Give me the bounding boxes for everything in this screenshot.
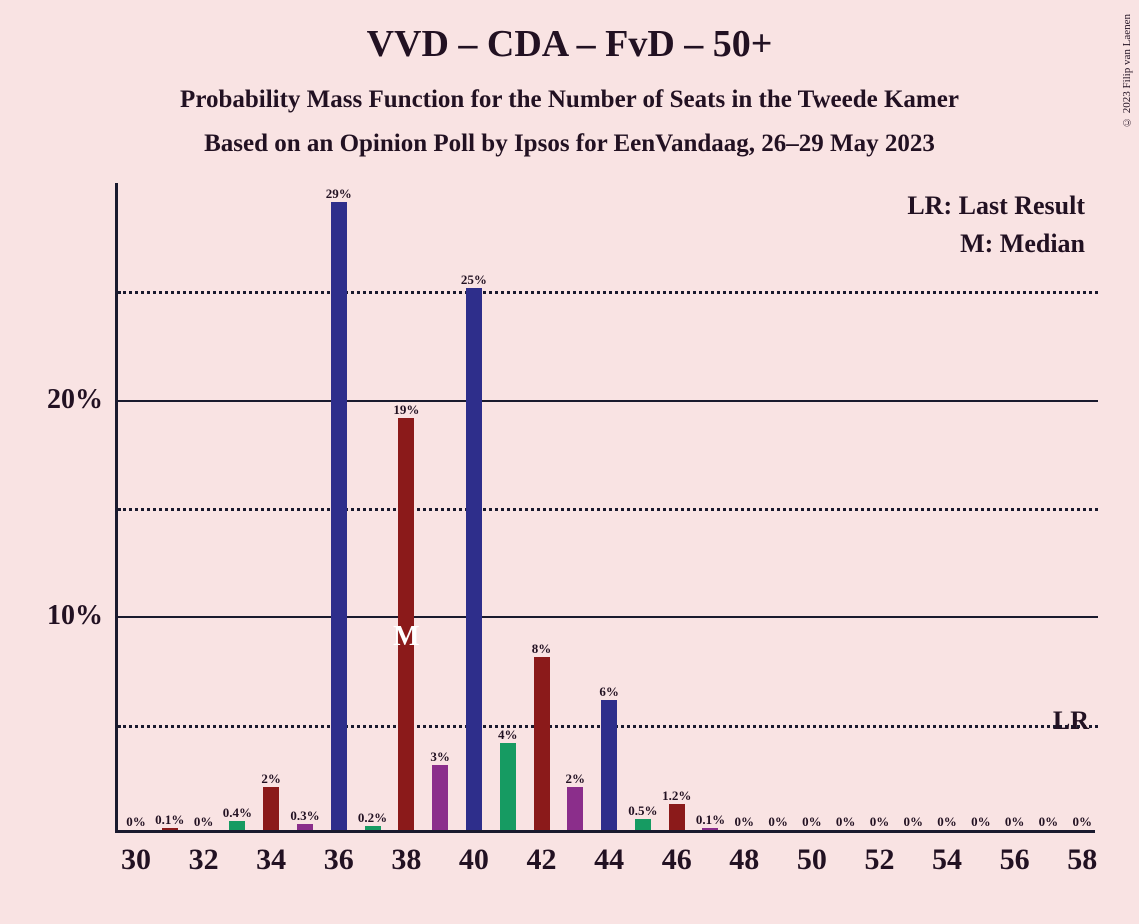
- bar: [297, 824, 313, 831]
- bar: [567, 787, 583, 830]
- bar-value-label: 4%: [498, 727, 518, 743]
- bar-value-label: 0%: [126, 814, 146, 830]
- gridline: [118, 616, 1098, 618]
- bar-value-label: 0%: [870, 814, 890, 830]
- bar-value-label: 0%: [836, 814, 856, 830]
- bar: [466, 288, 482, 830]
- bar: [702, 828, 718, 830]
- legend-m: M: Median: [960, 229, 1085, 259]
- bar: [162, 828, 178, 830]
- gridline: [118, 508, 1098, 511]
- bar: [601, 700, 617, 830]
- bar: [432, 765, 448, 830]
- chart-plot-area: 10%20%3032343638404244464850525456580%0.…: [115, 183, 1095, 833]
- median-marker: M: [393, 621, 419, 653]
- bar: [365, 826, 381, 830]
- bar-value-label: 2%: [566, 771, 586, 787]
- x-axis-label: 32: [189, 843, 219, 877]
- x-axis-label: 40: [459, 843, 489, 877]
- bar-value-label: 29%: [326, 186, 352, 202]
- x-axis-label: 56: [1000, 843, 1030, 877]
- gridline: [118, 291, 1098, 294]
- x-axis-label: 50: [797, 843, 827, 877]
- bar: [229, 821, 245, 830]
- legend-lr: LR: Last Result: [907, 191, 1085, 221]
- chart-subtitle-1: Probability Mass Function for the Number…: [0, 66, 1139, 114]
- bar-value-label: 0%: [802, 814, 822, 830]
- y-axis-label: 10%: [47, 600, 103, 632]
- bar: [331, 202, 347, 830]
- copyright-text: © 2023 Filip van Laenen: [1121, 14, 1133, 128]
- bar-value-label: 0%: [971, 814, 991, 830]
- bar-value-label: 2%: [261, 771, 281, 787]
- bar-value-label: 0%: [735, 814, 755, 830]
- bar: [263, 787, 279, 830]
- bar-value-label: 0%: [903, 814, 923, 830]
- x-axis-label: 44: [594, 843, 624, 877]
- x-axis-label: 58: [1067, 843, 1097, 877]
- x-axis-label: 48: [729, 843, 759, 877]
- x-axis-label: 36: [324, 843, 354, 877]
- bar-value-label: 3%: [430, 749, 450, 765]
- plot-region: 10%20%3032343638404244464850525456580%0.…: [115, 183, 1095, 833]
- x-axis-label: 30: [121, 843, 151, 877]
- bar-value-label: 0%: [1072, 814, 1092, 830]
- bar-value-label: 0.4%: [223, 805, 252, 821]
- bar-value-label: 8%: [532, 641, 552, 657]
- lr-marker: LR: [1053, 706, 1089, 736]
- bar-value-label: 6%: [599, 684, 619, 700]
- bar: [669, 804, 685, 830]
- x-axis-label: 46: [662, 843, 692, 877]
- x-axis-label: 54: [932, 843, 962, 877]
- x-axis-label: 34: [256, 843, 286, 877]
- bar-value-label: 0.1%: [696, 812, 725, 828]
- bar-value-label: 25%: [461, 272, 487, 288]
- chart-subtitle-2: Based on an Opinion Poll by Ipsos for Ee…: [0, 114, 1139, 158]
- bar-value-label: 0.5%: [628, 803, 657, 819]
- bar: [534, 657, 550, 830]
- chart-title: VVD – CDA – FvD – 50+: [0, 0, 1139, 66]
- bar-value-label: 0.1%: [155, 812, 184, 828]
- bar-value-label: 0%: [768, 814, 788, 830]
- x-axis-label: 52: [864, 843, 894, 877]
- bar-value-label: 0%: [937, 814, 957, 830]
- bar-value-label: 0%: [194, 814, 214, 830]
- gridline: [118, 400, 1098, 402]
- bar-value-label: 0%: [1005, 814, 1025, 830]
- bar: [635, 819, 651, 830]
- bar: [500, 743, 516, 830]
- bar-value-label: 19%: [393, 402, 419, 418]
- x-axis-label: 42: [527, 843, 557, 877]
- bar-value-label: 0.2%: [358, 810, 387, 826]
- x-axis-label: 38: [391, 843, 421, 877]
- y-axis-label: 20%: [47, 384, 103, 416]
- bar-value-label: 1.2%: [662, 788, 691, 804]
- bar-value-label: 0.3%: [290, 808, 319, 824]
- bar-value-label: 0%: [1039, 814, 1059, 830]
